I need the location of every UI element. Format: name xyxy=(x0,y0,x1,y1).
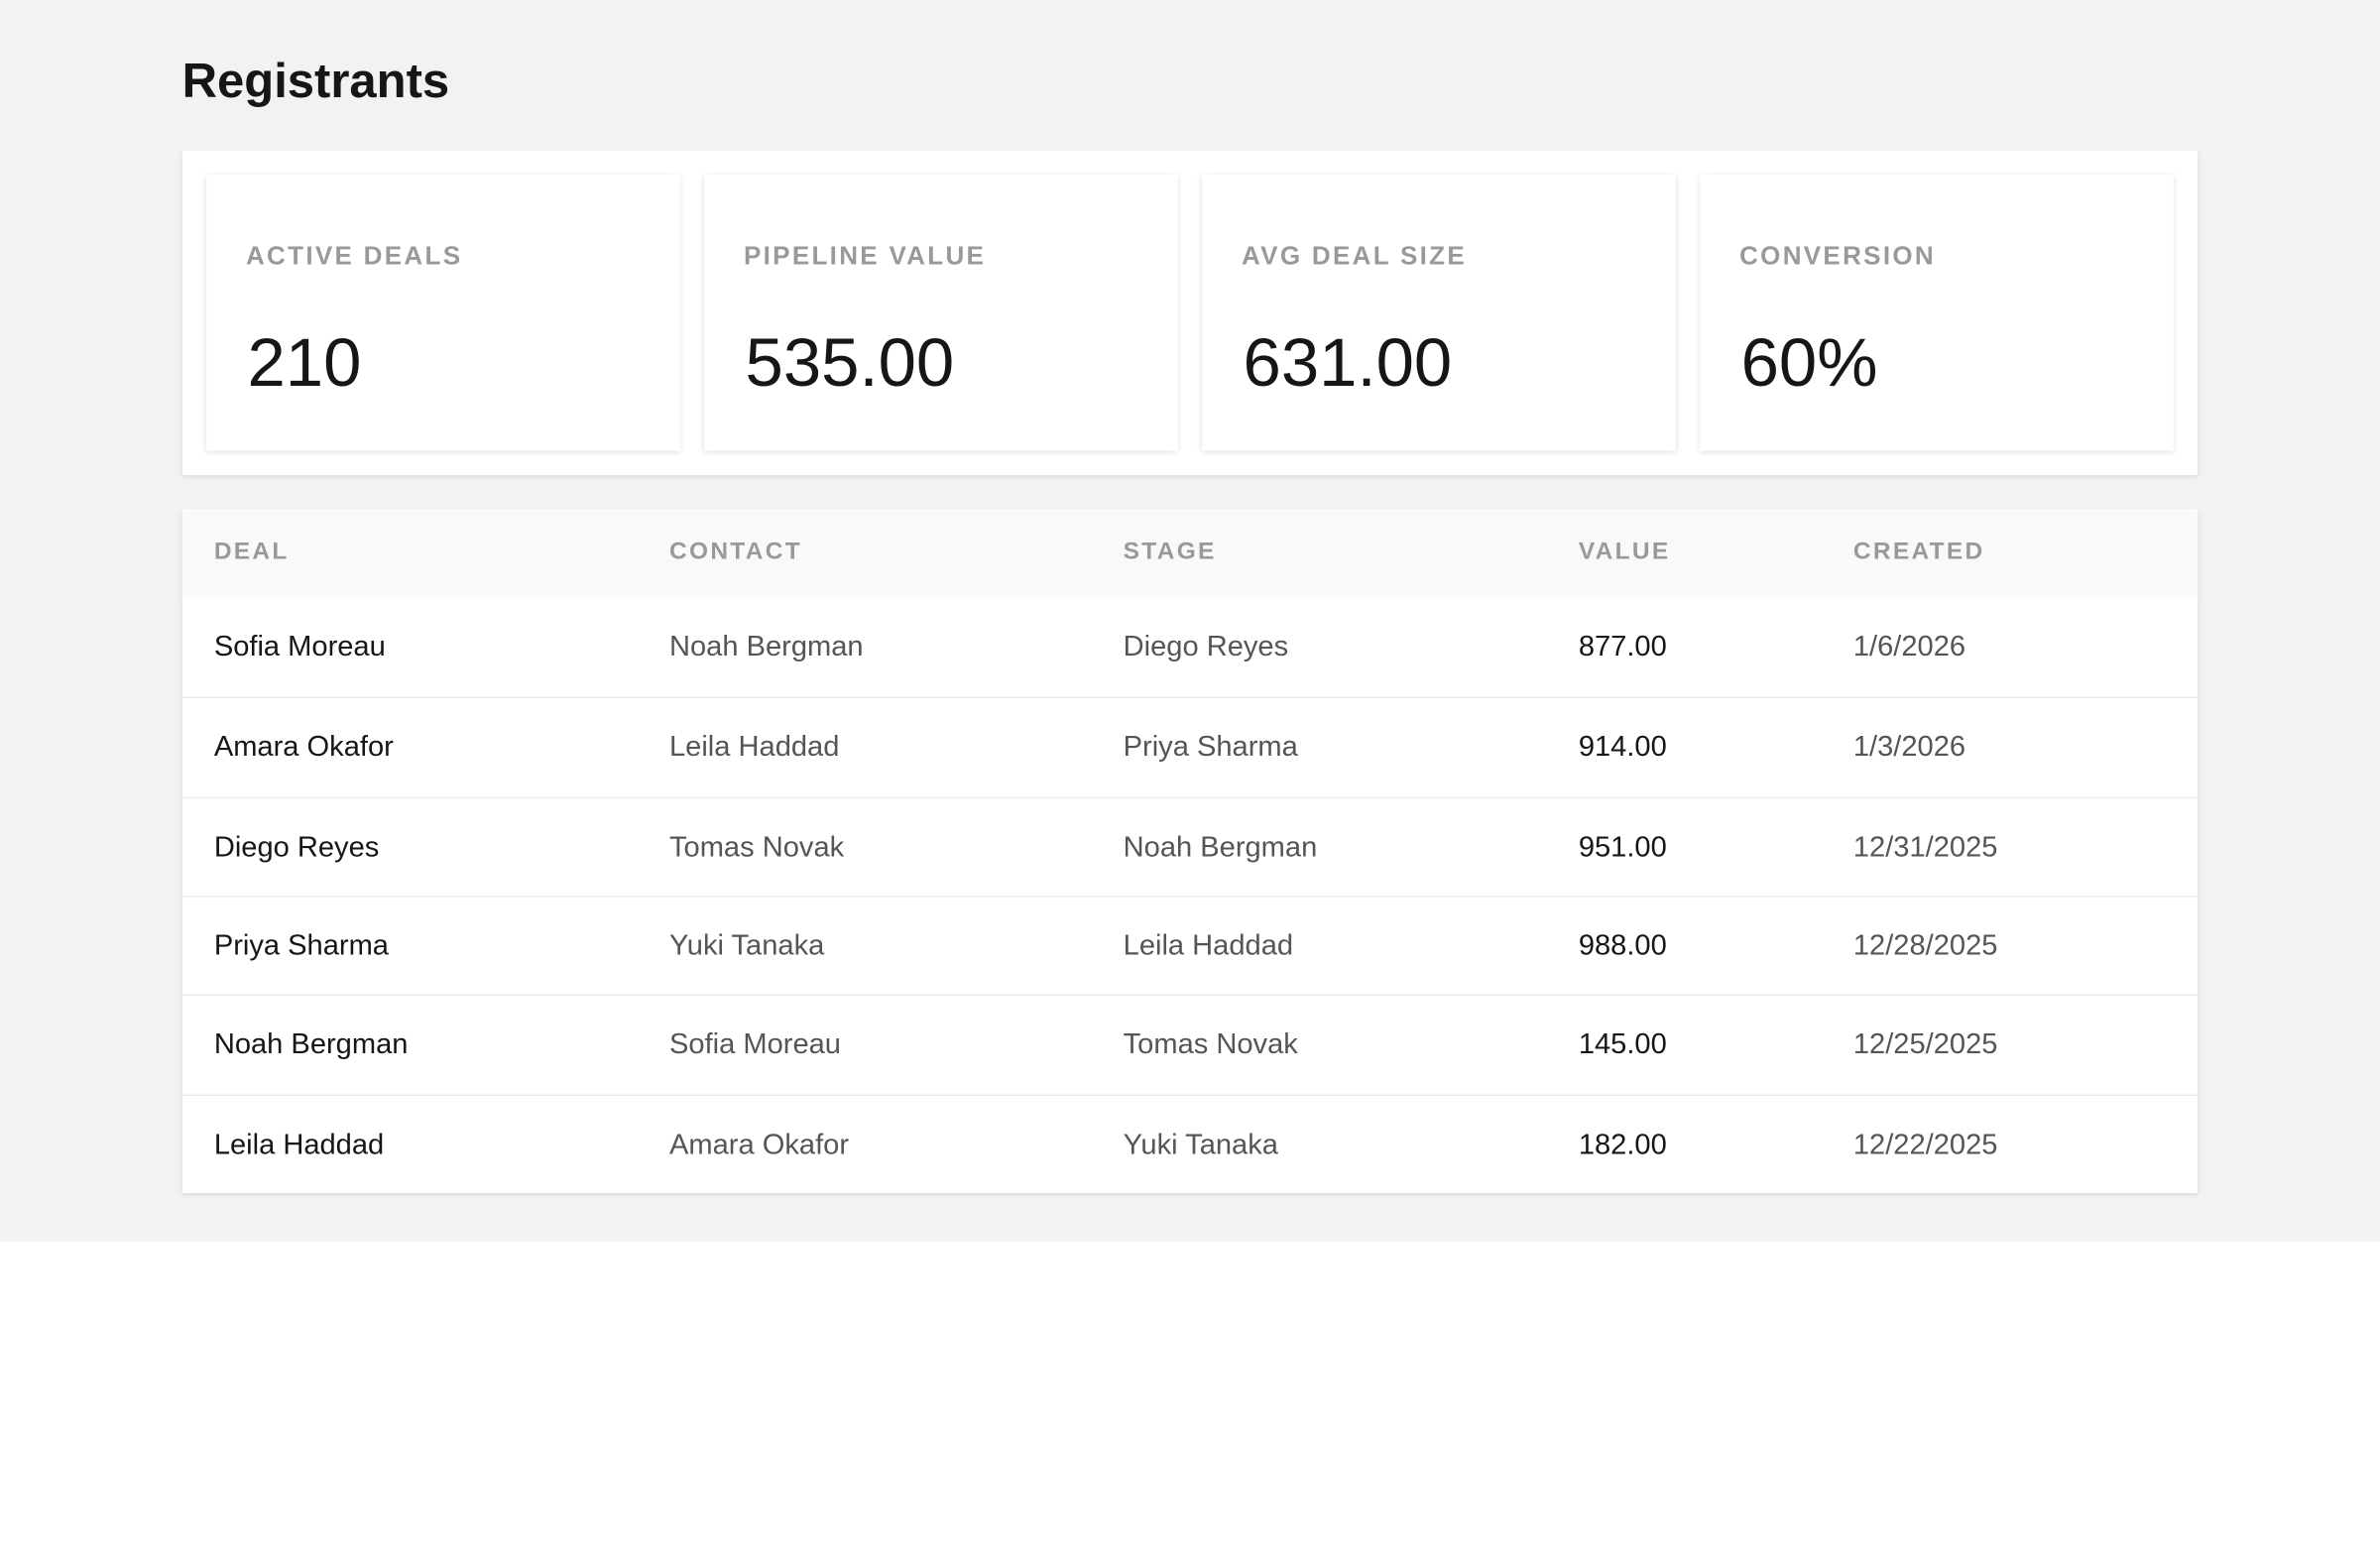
stat-value: 210 xyxy=(247,323,362,402)
table-cell: 1/6/2026 xyxy=(1852,631,1966,663)
table-header: DEAL CONTACT STAGE VALUE CREATED xyxy=(181,508,2199,599)
column-header: DEAL xyxy=(213,539,290,565)
table-cell: Priya Sharma xyxy=(213,930,390,963)
table-cell: Amara Okafor xyxy=(213,732,394,765)
table-cell: 951.00 xyxy=(1578,831,1667,864)
deals-table: DEAL CONTACT STAGE VALUE CREATED Sofia Morea… xyxy=(181,508,2199,1194)
table-cell: 12/22/2025 xyxy=(1852,1129,1998,1161)
table-cell: Leila Haddad xyxy=(213,1129,385,1161)
table-row: Leila Haddad Amara Okafor Yuki Tanaka 182.0… xyxy=(181,1093,2199,1194)
column-header: STAGE xyxy=(1123,539,1217,565)
table-cell: Priya Sharma xyxy=(1123,732,1298,765)
table-cell: 12/31/2025 xyxy=(1852,831,1998,864)
stat-value: 60% xyxy=(1740,323,1878,402)
table-cell: 12/28/2025 xyxy=(1852,930,1998,963)
table-cell: Sofia Moreau xyxy=(213,631,386,663)
stat-value: 535.00 xyxy=(745,323,955,402)
table-cell: 182.00 xyxy=(1578,1129,1667,1161)
table-row: Sofia Moreau Noah Bergman Diego Reyes 877.0… xyxy=(182,598,2199,696)
stat-label: ACTIVE DEALS xyxy=(245,241,463,271)
table-cell: 914.00 xyxy=(1578,732,1667,765)
table-row: Amara Okafor Leila Haddad Priya Sharma 914.… xyxy=(181,696,2199,797)
table-cell: 12/25/2025 xyxy=(1852,1029,1998,1062)
table-cell: Amara Okafor xyxy=(668,1129,850,1161)
table-cell: Yuki Tanaka xyxy=(668,930,825,963)
stat-label: AVG DEAL SIZE xyxy=(1242,241,1467,271)
table-cell: Noah Bergman xyxy=(213,1029,409,1062)
table-cell: Diego Reyes xyxy=(213,831,380,864)
table-cell: Sofia Moreau xyxy=(668,1029,841,1062)
table-cell: Noah Bergman xyxy=(668,631,864,663)
column-header: VALUE xyxy=(1578,539,1671,565)
table-cell: 877.00 xyxy=(1578,631,1667,663)
table-cell: 988.00 xyxy=(1578,930,1667,963)
table-cell: Tomas Novak xyxy=(668,831,845,864)
stat-label: CONVERSION xyxy=(1739,241,1936,271)
stat-card: CONVERSION 60% xyxy=(1700,175,2174,451)
stat-card: PIPELINE VALUE 535.00 xyxy=(704,175,1178,451)
table-cell: Noah Bergman xyxy=(1123,831,1318,864)
table-cell: 145.00 xyxy=(1578,1029,1667,1062)
table-cell: Diego Reyes xyxy=(1123,631,1289,663)
table-cell: Tomas Novak xyxy=(1123,1029,1298,1062)
column-header: CONTACT xyxy=(668,539,802,565)
page-title: Registrants xyxy=(181,53,450,108)
table-row: Noah Bergman Sofia Moreau Tomas Novak 145.0… xyxy=(181,994,2199,1095)
table-cell: Leila Haddad xyxy=(1123,930,1294,963)
table-cell: Leila Haddad xyxy=(668,732,840,765)
table-cell: Yuki Tanaka xyxy=(1123,1129,1278,1161)
stat-card: ACTIVE DEALS 210 xyxy=(206,175,680,451)
table-row: Priya Sharma Yuki Tanaka Leila Haddad 988.0… xyxy=(181,895,2199,996)
column-header: CREATED xyxy=(1852,539,1985,565)
stat-value: 631.00 xyxy=(1243,323,1453,402)
stats-panel: ACTIVE DEALS 210 PIPELINE VALUE 535.00 AVG D… xyxy=(181,150,2199,476)
stat-label: PIPELINE VALUE xyxy=(743,241,987,271)
table-row: Diego Reyes Tomas Novak Noah Bergman 951.00… xyxy=(181,795,2199,897)
stat-card: AVG DEAL SIZE 631.00 xyxy=(1202,175,1676,451)
table-cell: 1/3/2026 xyxy=(1852,732,1966,765)
